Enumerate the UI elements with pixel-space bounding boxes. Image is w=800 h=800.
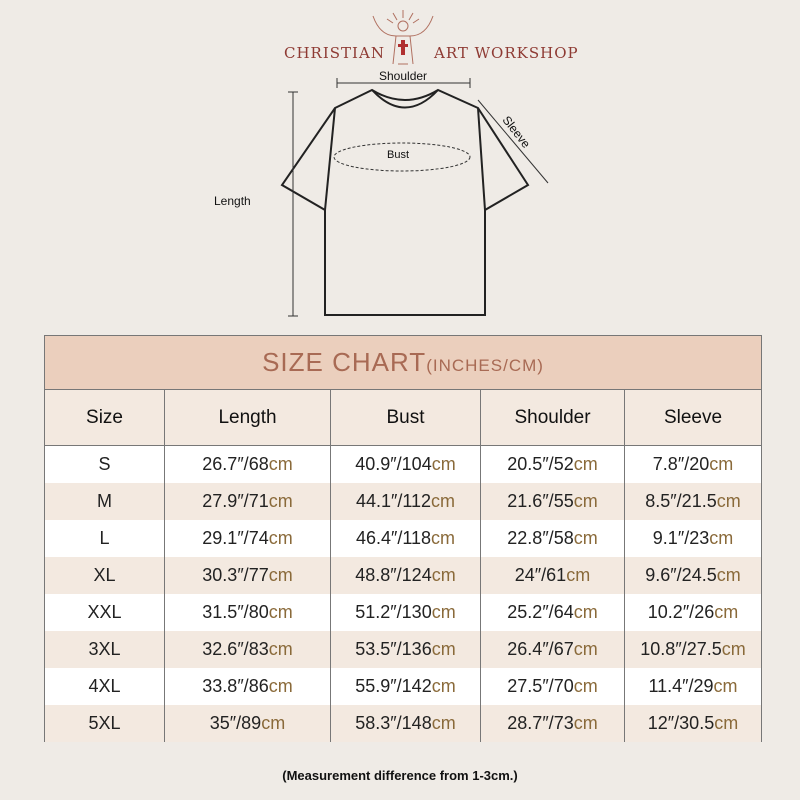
unit-label: cm: [573, 602, 598, 622]
measurement-cell: 30.3″/77cm: [164, 557, 331, 594]
measurement-cell: 24″/61cm: [480, 557, 625, 594]
measurement-cell: 27.5″/70cm: [480, 668, 625, 705]
measurement-cell: 25.2″/64cm: [480, 594, 625, 631]
unit-label: cm: [431, 454, 456, 474]
size-cell: M: [44, 483, 165, 520]
measurement-cell: 46.4″/118cm: [330, 520, 481, 557]
unit-label: cm: [431, 639, 456, 659]
size-cell: XL: [44, 557, 165, 594]
measurement-note: (Measurement difference from 1-3cm.): [282, 768, 518, 783]
unit-label: cm: [573, 676, 598, 696]
measurement-cell: 26.4″/67cm: [480, 631, 625, 668]
unit-label: cm: [566, 565, 591, 585]
measurement-cell: 33.8″/86cm: [164, 668, 331, 705]
size-cell: 5XL: [44, 705, 165, 742]
measurement-cell: 31.5″/80cm: [164, 594, 331, 631]
size-chart-title: SIZE CHART(INCHES/CM): [43, 335, 763, 390]
tshirt-outline-icon: [280, 78, 549, 317]
brand-name-left: CHRISTIAN: [284, 44, 385, 62]
measurement-cell: 51.2″/130cm: [330, 594, 481, 631]
unit-label: cm: [431, 676, 456, 696]
jesus-logo-icon: [372, 10, 434, 65]
table-row: L 29.1″/74cm 46.4″/118cm 22.8″/58cm 9.1″/23c…: [44, 520, 763, 557]
size-cell: 3XL: [44, 631, 165, 668]
unit-label: cm: [268, 639, 293, 659]
shoulder-label: Shoulder: [379, 69, 428, 83]
size-cell: L: [44, 520, 165, 557]
column-header: Length: [164, 389, 331, 446]
table-row: S 26.7″/68cm 40.9″/104cm 20.5″/52cm 7.8″/20c…: [44, 445, 763, 483]
unit-label: cm: [573, 713, 598, 733]
column-header: Bust: [330, 389, 481, 446]
measurement-cell: 10.2″/26cm: [623, 594, 763, 631]
measurement-cell: 9.6″/24.5cm: [623, 557, 763, 594]
measurement-cell: 44.1″/112cm: [330, 483, 481, 520]
measurement-cell: 53.5″/136cm: [330, 631, 481, 668]
table-row: XXL 31.5″/80cm 51.2″/130cm 25.2″/64cm 10.2″/…: [44, 594, 763, 631]
unit-label: cm: [716, 565, 741, 585]
unit-label: cm: [716, 491, 741, 511]
measurement-cell: 7.8″/20cm: [623, 445, 763, 483]
unit-label: cm: [721, 639, 746, 659]
unit-label: cm: [431, 491, 456, 511]
size-cell: S: [44, 445, 165, 483]
brand-name-right: ART WORKSHOP: [434, 44, 579, 62]
unit-label: cm: [713, 676, 738, 696]
unit-label: cm: [261, 713, 286, 733]
length-label: Length: [214, 194, 251, 208]
measurement-cell: 32.6″/83cm: [164, 631, 331, 668]
size-cell: 4XL: [44, 668, 165, 705]
measurement-cell: 21.6″/55cm: [480, 483, 625, 520]
measurement-cell: 28.7″/73cm: [480, 705, 625, 742]
unit-label: cm: [431, 713, 456, 733]
unit-label: cm: [714, 713, 739, 733]
measurement-cell: 55.9″/142cm: [330, 668, 481, 705]
unit-label: cm: [268, 602, 293, 622]
size-chart-table: SIZE CHART(INCHES/CM) Size Length Bust Shou…: [43, 335, 763, 742]
column-header: Size: [44, 389, 165, 446]
unit-label: cm: [431, 602, 456, 622]
column-header: Sleeve: [623, 389, 763, 446]
measurement-cell: 22.8″/58cm: [480, 520, 625, 557]
column-header: Shoulder: [480, 389, 625, 446]
unit-label: cm: [573, 454, 598, 474]
unit-label: cm: [268, 565, 293, 585]
unit-label: cm: [573, 639, 598, 659]
table-row: 5XL 35″/89cm 58.3″/148cm 28.7″/73cm 12″/30.5…: [44, 705, 763, 742]
measurement-cell: 12″/30.5cm: [623, 705, 763, 742]
unit-label: cm: [268, 528, 293, 548]
measurement-cell: 35″/89cm: [164, 705, 331, 742]
table-row: M 27.9″/71cm 44.1″/112cm 21.6″/55cm 8.5″/21.…: [44, 483, 763, 520]
measurement-cell: 8.5″/21.5cm: [623, 483, 763, 520]
measurement-cell: 10.8″/27.5cm: [623, 631, 763, 668]
measurement-cell: 48.8″/124cm: [330, 557, 481, 594]
unit-label: cm: [268, 491, 293, 511]
size-cell: XXL: [44, 594, 165, 631]
measurement-cell: 58.3″/148cm: [330, 705, 481, 742]
table-row: 4XL 33.8″/86cm 55.9″/142cm 27.5″/70cm 11.4″/…: [44, 668, 763, 705]
table-row: 3XL 32.6″/83cm 53.5″/136cm 26.4″/67cm 10.8″/…: [44, 631, 763, 668]
unit-label: cm: [268, 676, 293, 696]
bust-label: Bust: [387, 149, 410, 161]
measurement-cell: 20.5″/52cm: [480, 445, 625, 483]
unit-label: cm: [573, 528, 598, 548]
measurement-cell: 26.7″/68cm: [164, 445, 331, 483]
measurement-cell: 27.9″/71cm: [164, 483, 331, 520]
measurement-cell: 40.9″/104cm: [330, 445, 481, 483]
measurement-cell: 9.1″/23cm: [623, 520, 763, 557]
unit-label: cm: [431, 565, 456, 585]
unit-label: cm: [268, 454, 293, 474]
unit-label: cm: [714, 602, 739, 622]
unit-label: cm: [709, 528, 734, 548]
unit-label: cm: [573, 491, 598, 511]
measurement-cell: 29.1″/74cm: [164, 520, 331, 557]
unit-label: cm: [709, 454, 734, 474]
unit-label: cm: [431, 528, 456, 548]
measurement-cell: 11.4″/29cm: [623, 668, 763, 705]
table-row: XL 30.3″/77cm 48.8″/124cm 24″/61cm 9.6″/24.5…: [44, 557, 763, 594]
